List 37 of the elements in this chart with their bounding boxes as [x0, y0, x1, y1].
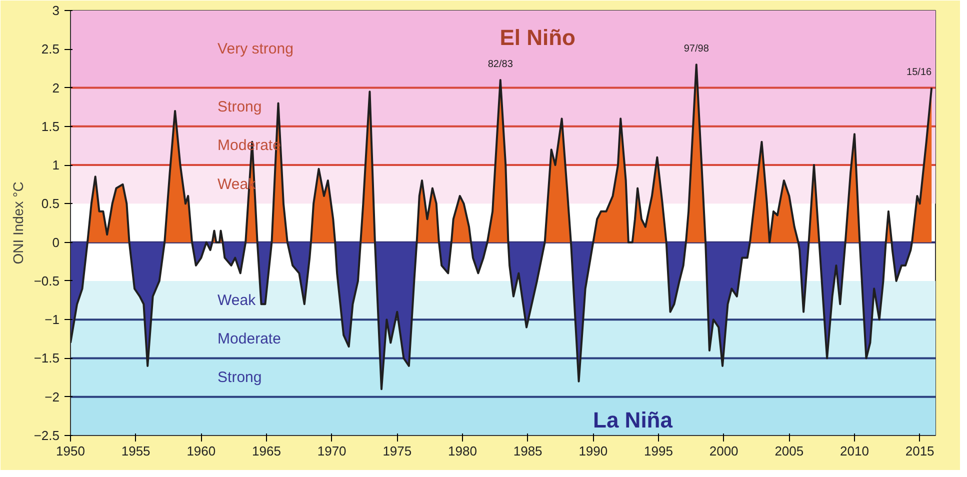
y-tick-label: 3: [52, 3, 60, 18]
annotation: 97/98: [684, 44, 710, 55]
x-tick-label: 1955: [121, 444, 150, 458]
y-tick-label: 1.5: [41, 118, 60, 134]
y-tick-label: 0: [52, 234, 60, 250]
x-tick-label: 1960: [186, 444, 216, 458]
y-axis-title: ONI Index °C: [10, 182, 26, 264]
annotation: 82/83: [488, 59, 514, 70]
annotation: La Niña: [593, 408, 674, 433]
x-tick-label: 1975: [382, 444, 412, 458]
y-tick-label: 1: [52, 158, 60, 173]
y-tick-label: −2: [44, 389, 60, 404]
x-tick-label: 1990: [578, 444, 608, 458]
x-tick-label: 1980: [448, 444, 477, 458]
y-tick-label: 0.5: [41, 196, 60, 212]
annotation: El Niño: [500, 25, 576, 50]
x-tick-label: 2000: [709, 444, 738, 458]
band-label: Strong: [218, 98, 262, 116]
y-tick-label: 2.5: [41, 42, 60, 57]
x-tick-label: 1970: [317, 444, 346, 458]
band-label: Weak: [218, 292, 256, 309]
x-tick-label: 1995: [644, 444, 673, 458]
x-tick-label: 1965: [252, 444, 281, 458]
x-tick-label: 2005: [774, 444, 804, 458]
x-tick-label: 1950: [56, 444, 85, 458]
band-label: Strong: [218, 369, 262, 386]
band-label: Very strong: [218, 40, 294, 58]
x-tick-label: 2015: [905, 444, 934, 458]
y-tick-label: −1: [44, 312, 60, 328]
y-tick-label: −1.5: [34, 350, 60, 366]
y-tick-label: −2.5: [34, 428, 60, 443]
y-tick-label: 2: [52, 80, 60, 96]
x-tick-label: 1985: [513, 444, 542, 458]
band-label: Moderate: [218, 330, 281, 348]
annotation: 15/16: [906, 66, 932, 78]
x-tick-label: 2010: [840, 444, 869, 458]
y-tick-label: −0.5: [34, 273, 60, 288]
